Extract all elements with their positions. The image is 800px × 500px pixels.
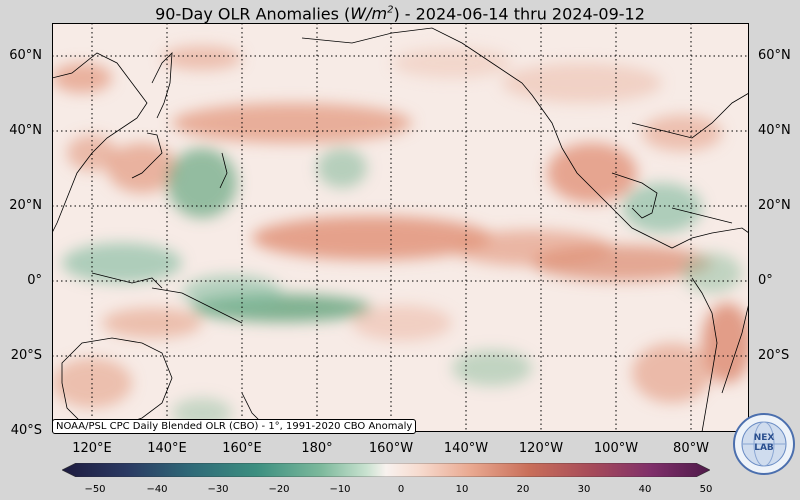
colorbar-tick: −30 [207, 484, 229, 495]
anomaly-field [52, 46, 749, 428]
lon-label-140e: 140°E [147, 441, 187, 456]
colorbar-tick: −50 [84, 484, 106, 495]
data-source-label: NOAA/PSL CPC Daily Blended OLR (CBO) - 1… [52, 419, 417, 434]
lat-label-0-left: 0° [27, 273, 42, 288]
chart-title: 90-Day OLR Anomalies (W/m2) - 2024-06-14… [0, 0, 800, 24]
lat-label-20s-left: 20°S [10, 348, 42, 363]
colorbar-tick: 10 [455, 484, 469, 495]
lat-label-0-right: 0° [758, 273, 773, 288]
nexlab-globe-logo: NEX LAB [733, 413, 795, 475]
title-unit: W/m2 [350, 4, 394, 24]
lon-label-180: 180° [301, 441, 333, 456]
lon-label-100w: 100°W [593, 441, 639, 456]
colorbar-tick: 50 [699, 484, 713, 495]
colorbar-tick: −40 [146, 484, 168, 495]
olr-anomaly-map [52, 23, 749, 432]
lat-label-60n-right: 60°N [758, 48, 791, 63]
coastlines [52, 27, 749, 432]
colorbar-tick: 30 [577, 484, 591, 495]
colorbar-tick: 40 [638, 484, 652, 495]
logo-text: NEX [754, 433, 775, 443]
lat-label-20s-right: 20°S [758, 348, 790, 363]
lat-label-40s-left: 40°S [10, 423, 42, 438]
lon-label-120w: 120°W [518, 441, 564, 456]
colorbar-tick: 0 [397, 484, 405, 495]
graticule [52, 23, 749, 432]
colorbar [62, 463, 710, 477]
lat-label-20n-left: 20°N [9, 198, 42, 213]
lat-label-60n-left: 60°N [9, 48, 42, 63]
lon-label-80w: 80°W [673, 441, 709, 456]
lon-label-160e: 160°E [222, 441, 262, 456]
lon-label-120e: 120°E [72, 441, 112, 456]
colorbar-tick: −10 [329, 484, 351, 495]
lon-label-140w: 140°W [443, 441, 489, 456]
lat-label-40n-right: 40°N [758, 123, 791, 138]
colorbar-tick: −20 [268, 484, 290, 495]
svg-text:LAB: LAB [754, 443, 774, 453]
lon-label-160w: 160°W [368, 441, 414, 456]
lat-label-40n-left: 40°N [9, 123, 42, 138]
colorbar-tick: 20 [516, 484, 530, 495]
title-suffix: ) - 2024-06-14 thru 2024-09-12 [393, 4, 645, 24]
lat-label-20n-right: 20°N [758, 198, 791, 213]
title-prefix: 90-Day OLR Anomalies ( [155, 4, 351, 24]
